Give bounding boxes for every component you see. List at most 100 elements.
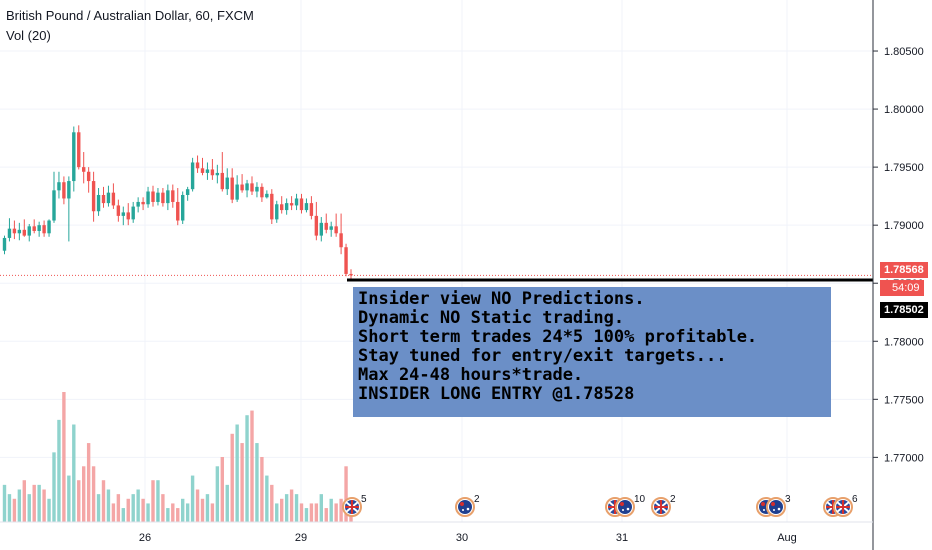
candle-body <box>299 198 304 211</box>
uk-flag-icon[interactable] <box>651 497 671 517</box>
candle-body <box>235 184 239 200</box>
candle-body <box>240 184 244 191</box>
event-count: 3 <box>785 494 791 505</box>
time-axis[interactable]: 26 29 30 31 Aug <box>0 521 873 544</box>
event-group[interactable]: 3 <box>756 494 791 517</box>
volume-bar <box>225 484 229 522</box>
australia-flag-icon[interactable] <box>766 497 786 517</box>
volume-bars <box>2 392 353 522</box>
candle-body <box>67 181 71 199</box>
volume-bar <box>304 508 309 522</box>
y-tick-label: 1.80500 <box>884 46 924 58</box>
candle-body <box>260 186 264 198</box>
chart-title: British Pound / Australian Dollar, 60, F… <box>6 8 254 23</box>
candle-body <box>151 191 155 202</box>
volume-bar <box>111 503 116 522</box>
candle-body <box>7 228 12 238</box>
candle-body <box>12 228 17 234</box>
candle-body <box>17 229 22 234</box>
candle-body <box>62 182 66 199</box>
candle-body <box>47 220 51 234</box>
volume-bar <box>146 503 150 522</box>
volume-bar <box>22 480 26 522</box>
volume-bar <box>250 410 254 522</box>
candle-body <box>32 226 36 231</box>
volume-bar <box>136 489 140 522</box>
event-group[interactable]: 6 <box>823 494 858 517</box>
volume-bar <box>245 415 249 522</box>
annotation-line: INSIDER LONG ENTRY @1.78528 <box>358 384 635 404</box>
volume-bar <box>161 494 165 522</box>
australia-flag-icon[interactable] <box>615 497 635 517</box>
volume-bar <box>280 498 284 522</box>
countdown-label: 54:09 <box>880 280 924 296</box>
candle-body <box>200 168 205 173</box>
x-tick-label: 31 <box>616 532 628 544</box>
volume-bar <box>37 484 41 522</box>
candle-body <box>314 215 319 236</box>
volume-bar <box>215 466 220 522</box>
candle-body <box>275 204 279 220</box>
economic-events[interactable]: 5 2 10 2 3 6 <box>342 494 858 517</box>
candle-body <box>280 204 284 211</box>
candle-body <box>57 182 61 191</box>
candle-body <box>37 225 41 231</box>
event-group[interactable]: 2 <box>651 494 676 517</box>
candle-body <box>91 181 96 212</box>
price-axis[interactable]: 1.805001.800001.795001.790001.785001.780… <box>873 46 924 464</box>
candle-body <box>289 203 294 206</box>
y-tick-label: 1.79500 <box>884 162 924 174</box>
y-tick-label: 1.80000 <box>884 104 924 116</box>
volume-bar <box>344 466 348 522</box>
candle-body <box>82 167 86 172</box>
volume-bar <box>131 494 135 522</box>
annotation-line: Short term trades 24*5 100% profitable. <box>358 327 758 347</box>
volume-bar <box>329 498 333 522</box>
uk-flag-icon[interactable] <box>342 497 362 517</box>
candle-body <box>171 190 175 202</box>
volume-bar <box>96 494 101 522</box>
line-level-label: 1.78502 <box>880 302 928 318</box>
annotation-line: Insider view NO Predictions. <box>358 289 645 309</box>
candle-body <box>245 183 249 191</box>
volume-bar <box>171 503 175 522</box>
candle-body <box>190 162 195 190</box>
candle-body <box>324 222 328 230</box>
volume-bar <box>176 508 180 522</box>
event-group[interactable]: 5 <box>342 494 367 517</box>
candle-body <box>265 193 269 198</box>
volume-bar <box>190 475 195 522</box>
event-count: 2 <box>670 494 676 505</box>
candle-body <box>2 237 7 251</box>
volume-indicator-label[interactable]: Vol (20) <box>6 28 51 43</box>
event-group[interactable]: 2 <box>455 494 480 517</box>
annotation-text-box[interactable]: Insider view NO Predictions. Dynamic NO … <box>353 287 831 417</box>
candle-body <box>255 186 259 192</box>
event-group[interactable]: 10 <box>605 494 646 517</box>
x-tick-label: Aug <box>777 532 797 544</box>
volume-bar <box>235 424 239 522</box>
volume-bar <box>91 466 96 522</box>
volume-bar <box>7 494 12 522</box>
volume-bar <box>339 498 343 522</box>
candle-body <box>210 169 215 176</box>
annotation-line: Max 24-48 hours*trade. <box>358 365 584 385</box>
volume-bar <box>52 452 56 522</box>
volume-bar <box>319 494 323 522</box>
candle-body <box>156 192 160 202</box>
candle-body <box>205 169 210 173</box>
volume-bar <box>240 443 244 522</box>
uk-flag-icon[interactable] <box>833 497 853 517</box>
volume-bar <box>299 503 304 522</box>
candle-body <box>131 206 135 220</box>
candle-body <box>349 273 353 276</box>
volume-bar <box>309 503 314 522</box>
candle-body <box>185 189 190 195</box>
y-tick-label: 1.77000 <box>884 452 924 464</box>
candle-body <box>334 226 338 234</box>
australia-flag-icon[interactable] <box>455 497 475 517</box>
x-tick-label: 30 <box>456 532 468 544</box>
volume-bar <box>101 480 106 522</box>
volume-bar <box>220 457 224 522</box>
